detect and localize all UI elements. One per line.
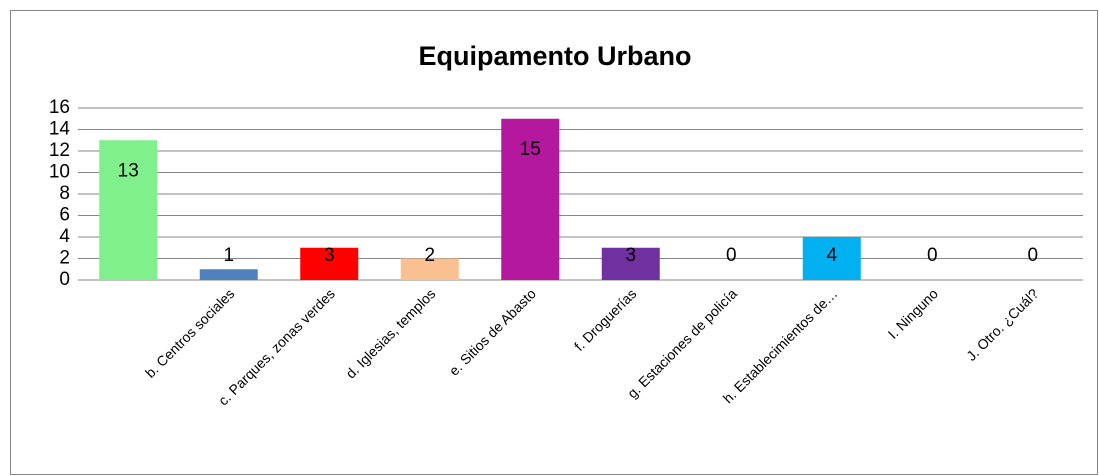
bar <box>400 258 459 280</box>
bar <box>300 247 359 280</box>
y-tick-label: 0 <box>59 269 70 290</box>
y-tick-label: 2 <box>59 248 70 269</box>
data-label: 2 <box>424 245 435 266</box>
y-tick-label: 4 <box>59 226 70 247</box>
y-tick-label: 10 <box>49 162 70 183</box>
data-label: 0 <box>927 245 938 266</box>
y-tick-label: 6 <box>59 205 70 226</box>
y-tick-label: 14 <box>49 119 71 140</box>
bar <box>802 237 861 280</box>
bar <box>501 118 560 280</box>
y-tick-label: 8 <box>59 183 70 204</box>
bar <box>199 269 258 280</box>
data-label: 4 <box>826 245 837 266</box>
data-label: 0 <box>726 245 737 266</box>
data-label: 3 <box>625 245 636 266</box>
chart-title: Equipamento Urbano <box>418 41 691 71</box>
y-tick-label: 16 <box>49 97 70 118</box>
bar <box>601 247 660 280</box>
data-label: 3 <box>324 245 335 266</box>
data-label: 1 <box>223 245 234 266</box>
data-label: 13 <box>118 160 139 181</box>
data-label: 0 <box>1027 245 1038 266</box>
bar <box>99 140 158 280</box>
y-tick-label: 12 <box>49 140 70 161</box>
data-label: 15 <box>520 139 541 160</box>
